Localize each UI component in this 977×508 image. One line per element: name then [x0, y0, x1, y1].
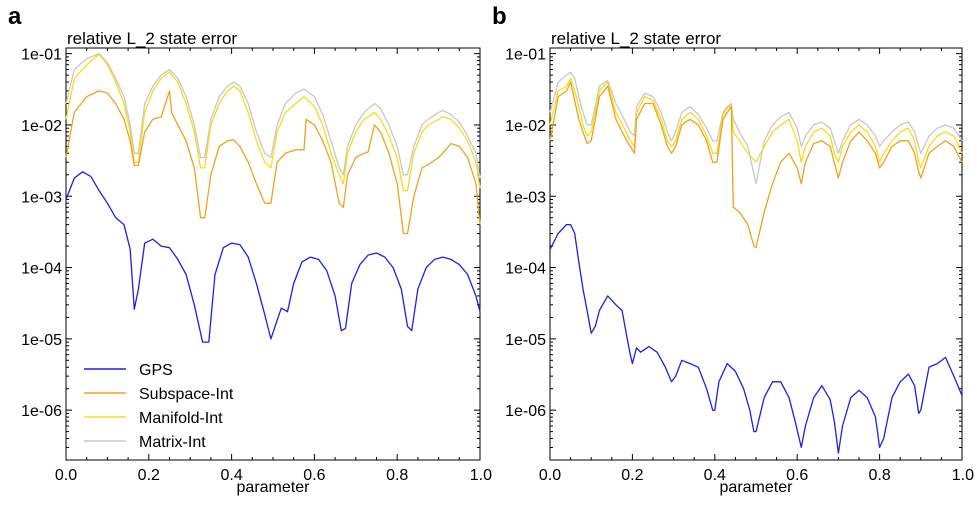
x-tick-label: 0.0 — [55, 467, 77, 484]
y-tick-label: 1e-01 — [505, 47, 546, 64]
x-tick-label: 0.0 — [539, 467, 561, 484]
x-tick-label: 0.8 — [386, 467, 408, 484]
series-line-manifold-int — [65, 53, 481, 192]
series-line-gps — [65, 171, 481, 343]
series-line-matrix-int — [65, 52, 481, 179]
legend-label: Manifold-Int — [139, 410, 223, 427]
series-line-manifold-int — [549, 77, 963, 169]
x-tick-label: 1.0 — [470, 467, 492, 484]
x-axis-label: parameter — [237, 479, 311, 496]
y-tick-label: 1e-05 — [505, 332, 546, 349]
legend: GPS Subspace-Int Manifold-Int Matrix-Int — [84, 362, 234, 451]
series-line-subspace-int — [65, 90, 481, 235]
panel-letter: a — [8, 3, 22, 30]
series-group — [65, 52, 481, 343]
y-tick-label: 1e-03 — [21, 189, 62, 206]
y-tick-label: 1e-04 — [21, 261, 62, 278]
x-axis: 0.0 0.2 0.4 0.6 0.8 1.0 parameter — [539, 48, 974, 496]
panel-a: a relative L_2 state error 1e-01 1e-02 1e-03… — [8, 3, 492, 496]
y-tick-label: 1e-06 — [21, 403, 62, 420]
series-line-subspace-int — [549, 81, 963, 249]
x-axis-label: parameter — [720, 479, 794, 496]
x-tick-label: 0.8 — [868, 467, 890, 484]
y-axis: 1e-01 1e-02 1e-03 1e-04 1e-05 1e-06 — [505, 47, 962, 461]
x-tick-label: 0.2 — [621, 467, 643, 484]
y-tick-label: 1e-02 — [21, 118, 62, 135]
y-tick-label: 1e-06 — [505, 403, 546, 420]
x-tick-label: 0.2 — [138, 467, 160, 484]
y-tick-label: 1e-04 — [505, 261, 546, 278]
series-line-gps — [549, 223, 963, 454]
series-group — [549, 71, 963, 454]
panel-title: relative L_2 state error — [551, 29, 721, 48]
y-tick-label: 1e-01 — [21, 47, 62, 64]
y-tick-label: 1e-02 — [505, 118, 546, 135]
legend-label: Matrix-Int — [139, 434, 206, 451]
y-axis: 1e-01 1e-02 1e-03 1e-04 1e-05 1e-06 — [21, 47, 480, 461]
y-tick-label: 1e-05 — [21, 332, 62, 349]
x-axis: 0.0 0.2 0.4 0.6 0.8 1.0 parameter — [55, 48, 492, 496]
x-tick-label: 0.4 — [220, 467, 242, 484]
y-tick-label: 1e-03 — [505, 189, 546, 206]
x-tick-label: 0.6 — [786, 467, 808, 484]
panel-b: b relative L_2 state error 1e-01 1e-02 1e-03… — [492, 3, 974, 496]
panel-letter: b — [492, 3, 507, 30]
x-tick-label: 1.0 — [952, 467, 974, 484]
x-tick-label: 0.4 — [704, 467, 726, 484]
axes-frame — [549, 47, 963, 461]
series-line-matrix-int — [549, 71, 963, 185]
x-tick-label: 0.6 — [303, 467, 325, 484]
legend-label: Subspace-Int — [139, 386, 234, 403]
panel-title: relative L_2 state error — [67, 29, 237, 48]
axes-frame — [65, 47, 481, 461]
legend-label: GPS — [139, 362, 173, 379]
